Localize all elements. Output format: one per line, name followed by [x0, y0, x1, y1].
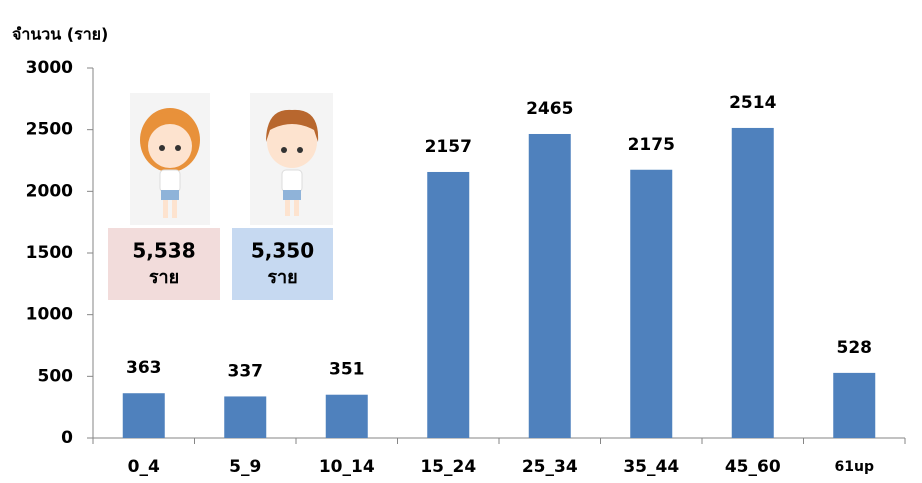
x-tick-label: 25_34: [522, 457, 578, 477]
y-tick-label: 1000: [26, 305, 73, 325]
y-tick-label: 0: [61, 428, 73, 448]
bar: [528, 133, 571, 438]
x-tick-label: 61up: [835, 459, 874, 475]
boy-illustration: [250, 93, 333, 225]
data-label: 2175: [628, 135, 675, 155]
y-axis-label: จำนวน (ราย): [12, 25, 108, 44]
annotation-value: 5,538: [132, 239, 195, 263]
bar: [122, 393, 165, 438]
bar: [224, 396, 267, 438]
data-label: 2157: [425, 137, 472, 157]
bar: [630, 169, 673, 438]
x-tick-label: 10_14: [319, 457, 375, 477]
annotation-box: [108, 228, 220, 300]
bar: [325, 394, 368, 438]
y-tick-label: 500: [38, 366, 74, 386]
data-label: 528: [837, 338, 873, 358]
x-tick-label: 35_44: [623, 457, 679, 477]
data-label: 337: [228, 361, 264, 381]
bar: [731, 127, 774, 438]
annotation-box: [232, 228, 333, 300]
annotation-value: 5,350: [251, 239, 314, 263]
y-tick-label: 2000: [26, 181, 73, 201]
annotation-unit: ราย: [149, 267, 179, 288]
data-label: 351: [329, 360, 365, 380]
x-tick-label: 5_9: [229, 457, 261, 477]
x-tick-label: 0_4: [128, 457, 160, 477]
data-label: 363: [126, 358, 162, 378]
data-label: 2514: [729, 93, 776, 113]
bar: [427, 171, 470, 438]
x-tick-label: 45_60: [725, 457, 781, 477]
data-label: 2465: [526, 99, 573, 119]
annotation-unit: ราย: [267, 267, 297, 288]
y-tick-label: 2500: [26, 120, 73, 140]
bar: [833, 372, 876, 438]
y-tick-label: 1500: [26, 243, 73, 263]
y-tick-label: 3000: [26, 58, 73, 78]
girl-illustration: [130, 93, 210, 225]
x-tick-label: 15_24: [420, 457, 476, 477]
